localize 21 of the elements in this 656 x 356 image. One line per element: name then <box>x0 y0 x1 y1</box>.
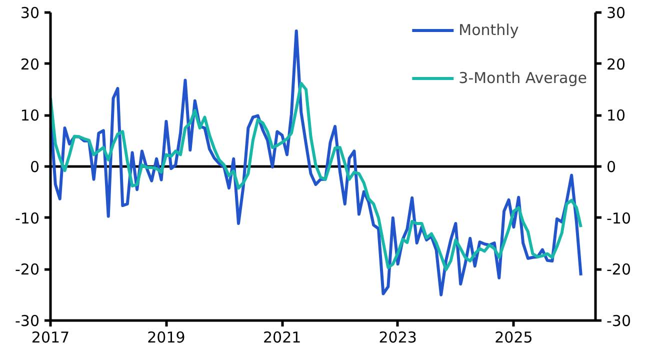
y2-tick-label: 0 <box>606 158 616 176</box>
legend-label: Monthly <box>458 21 519 39</box>
y2-tick-label: 10 <box>606 106 626 125</box>
x-tick-label: 2023 <box>378 328 417 346</box>
y2-tick-label: -10 <box>606 209 631 228</box>
y2-tick-label: -30 <box>606 312 631 330</box>
y-tick-label: -10 <box>15 209 40 228</box>
y2-tick-label: 20 <box>606 55 626 74</box>
y2-tick-label: 30 <box>606 4 626 22</box>
y-tick-label: 0 <box>30 158 40 176</box>
y-tick-label: -30 <box>15 312 40 330</box>
y-tick-label: 10 <box>20 106 40 125</box>
y2-tick-label: -20 <box>606 260 631 279</box>
x-tick-label: 2019 <box>147 328 186 346</box>
x-tick-label: 2021 <box>263 328 302 346</box>
y-tick-label: -20 <box>15 260 40 279</box>
x-tick-label: 2017 <box>31 328 70 346</box>
y-tick-label: 20 <box>20 55 40 74</box>
y-tick-label: 30 <box>20 4 40 22</box>
x-tick-label: 2025 <box>494 328 533 346</box>
legend-label: 3-Month Average <box>458 69 587 87</box>
